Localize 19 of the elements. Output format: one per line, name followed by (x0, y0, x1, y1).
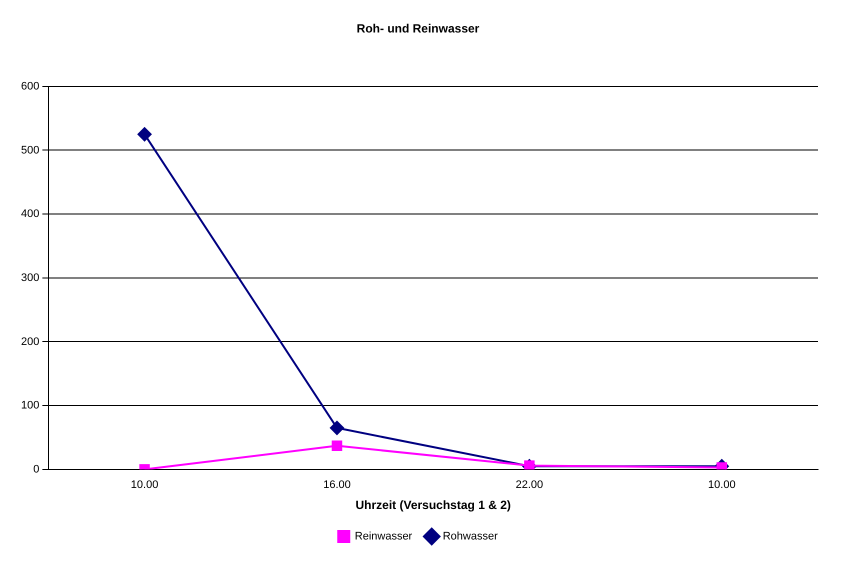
y-tick-label: 500 (20, 144, 40, 156)
x-tick-label: 16.00 (323, 479, 351, 492)
y-tick-label: 100 (20, 400, 40, 412)
chart-title: Roh- und Reinwasser (356, 22, 480, 36)
y-tick-label: 200 (20, 336, 40, 348)
x-axis-title: Uhrzeit (Versuchstag 1 & 2) (355, 498, 511, 512)
x-tick-label: 10.00 (708, 479, 736, 492)
x-tick-label: 22.00 (516, 479, 544, 492)
legend-label: Rohwasser (442, 530, 498, 543)
y-tick-label: 600 (20, 80, 40, 92)
point (524, 460, 535, 470)
y-tick-label: 0 (33, 463, 40, 476)
x-tick-label: 10.00 (130, 479, 158, 492)
point (330, 420, 344, 435)
point (332, 440, 342, 452)
y-tick-label: 300 (20, 272, 40, 284)
point (138, 127, 152, 142)
y-tick-label: 400 (20, 208, 40, 220)
legend-label: Reinwasser (354, 530, 413, 543)
